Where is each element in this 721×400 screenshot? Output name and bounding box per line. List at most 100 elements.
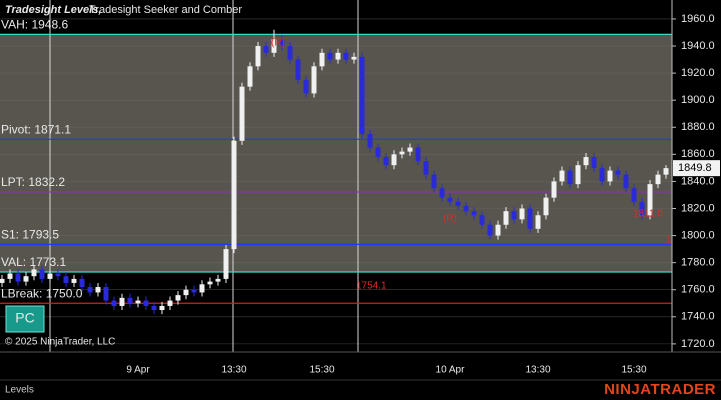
- candle-body: [543, 197, 549, 216]
- candle-body: [639, 201, 645, 216]
- candle-body: [71, 278, 77, 283]
- x-tick-label: 10 Apr: [436, 365, 466, 376]
- candle-body: [599, 167, 605, 182]
- last-price-label: 1849.8: [678, 162, 712, 174]
- y-tick-label: 1920.0: [681, 67, 715, 79]
- plot-overlay: VAH: 1948.6 Pivot: 1871.1 LPT: 1832.2 S1: 1…: [0, 18, 672, 315]
- candle-body: [175, 295, 181, 301]
- candle-body: [615, 170, 621, 175]
- y-tick-label: 1940.0: [681, 40, 715, 52]
- candle-body: [351, 56, 357, 60]
- x-tick-label: 15:30: [309, 365, 334, 376]
- y-tick-label: 1860.0: [681, 148, 715, 160]
- candle-body: [271, 39, 277, 53]
- candle-body: [207, 281, 213, 285]
- level-label: LBreak: 1750.0: [1, 286, 83, 300]
- candle-body: [63, 276, 69, 283]
- candle-body: [287, 46, 293, 60]
- candle-body: [407, 147, 413, 152]
- y-tick-label: 1960.0: [681, 13, 715, 25]
- candle-body: [47, 273, 53, 279]
- level-label: LPT: 1832.2: [1, 175, 65, 189]
- candle-body: [319, 52, 325, 67]
- candle-body: [663, 168, 669, 175]
- candle-body: [79, 278, 85, 288]
- y-tick-label: 1820.0: [681, 202, 715, 214]
- x-tick-label: 13:30: [525, 365, 550, 376]
- candle-body: [263, 46, 269, 53]
- candle-body: [471, 211, 477, 216]
- candle-body: [0, 278, 5, 283]
- candle-body: [447, 197, 453, 202]
- x-tick-label: 13:30: [221, 365, 246, 376]
- candle-body: [191, 289, 197, 293]
- candle-body: [623, 174, 629, 189]
- candle-body: [39, 269, 45, 279]
- candle-body: [359, 56, 365, 135]
- candle-body: [575, 165, 581, 185]
- candle-body: [199, 284, 205, 293]
- candle-body: [559, 170, 565, 182]
- pc-button[interactable]: PC: [5, 305, 45, 333]
- candle-body: [399, 151, 405, 155]
- y-tick-label: 1720.0: [681, 338, 715, 350]
- candle-body: [183, 289, 189, 296]
- candle-body: [335, 52, 341, 60]
- candle-body: [567, 170, 573, 185]
- candle-body: [327, 52, 333, 60]
- candle-body: [23, 276, 29, 282]
- candle-body: [375, 147, 381, 158]
- candle-body: [431, 174, 437, 189]
- level-label: S1: 1793.5: [1, 228, 59, 242]
- candle-body: [367, 134, 373, 148]
- y-tick-label: 1780.0: [681, 257, 715, 269]
- candle-body: [231, 140, 237, 250]
- candle-body: [303, 79, 309, 94]
- candle-body: [295, 59, 301, 80]
- candle-body: [591, 157, 597, 168]
- candle-body: [143, 300, 149, 306]
- candle-body: [127, 297, 133, 304]
- candle-body: [647, 184, 653, 216]
- candle-body: [135, 300, 141, 304]
- candle-body: [15, 273, 21, 282]
- candle-body: [503, 211, 509, 225]
- annotation: (R): [271, 38, 285, 49]
- candle-body: [463, 205, 469, 212]
- candle-body: [239, 86, 245, 141]
- candle-body: [343, 52, 349, 60]
- candle-body: [87, 287, 93, 293]
- candle-body: [111, 300, 117, 306]
- candle-body: [151, 305, 157, 311]
- candle-body: [511, 211, 517, 220]
- candle-body: [55, 273, 61, 277]
- y-tick-label: 1800.0: [681, 229, 715, 241]
- candle-body: [423, 161, 429, 175]
- brand: NINJATRADER: [604, 381, 716, 398]
- candle-body: [383, 157, 389, 166]
- candle-body: [495, 224, 501, 236]
- y-tick-label: 1880.0: [681, 121, 715, 133]
- candle-body: [551, 181, 557, 198]
- candle-body: [655, 174, 661, 185]
- pc-button-box[interactable]: [5, 305, 45, 333]
- candle-body: [631, 188, 637, 202]
- candle-body: [311, 66, 317, 94]
- candle-body: [215, 278, 221, 282]
- y-tick-label: 1740.0: [681, 311, 715, 323]
- last-price-box: [673, 160, 720, 177]
- candle-body: [415, 147, 421, 162]
- y-tick-label: 1760.0: [681, 284, 715, 296]
- candle-body: [103, 287, 109, 301]
- annotation: (R): [443, 214, 457, 225]
- tab-label[interactable]: Levels: [5, 385, 34, 396]
- candle-body: [479, 215, 485, 225]
- candle-body: [255, 46, 261, 67]
- annotation: 1754.1: [356, 281, 387, 292]
- candle-body: [279, 39, 285, 47]
- indicator-title: Tradesight Levels,: [5, 4, 101, 16]
- pc-button-label[interactable]: PC: [15, 310, 34, 326]
- candle-body: [247, 66, 253, 87]
- level-label: VAH: 1948.6: [1, 18, 68, 32]
